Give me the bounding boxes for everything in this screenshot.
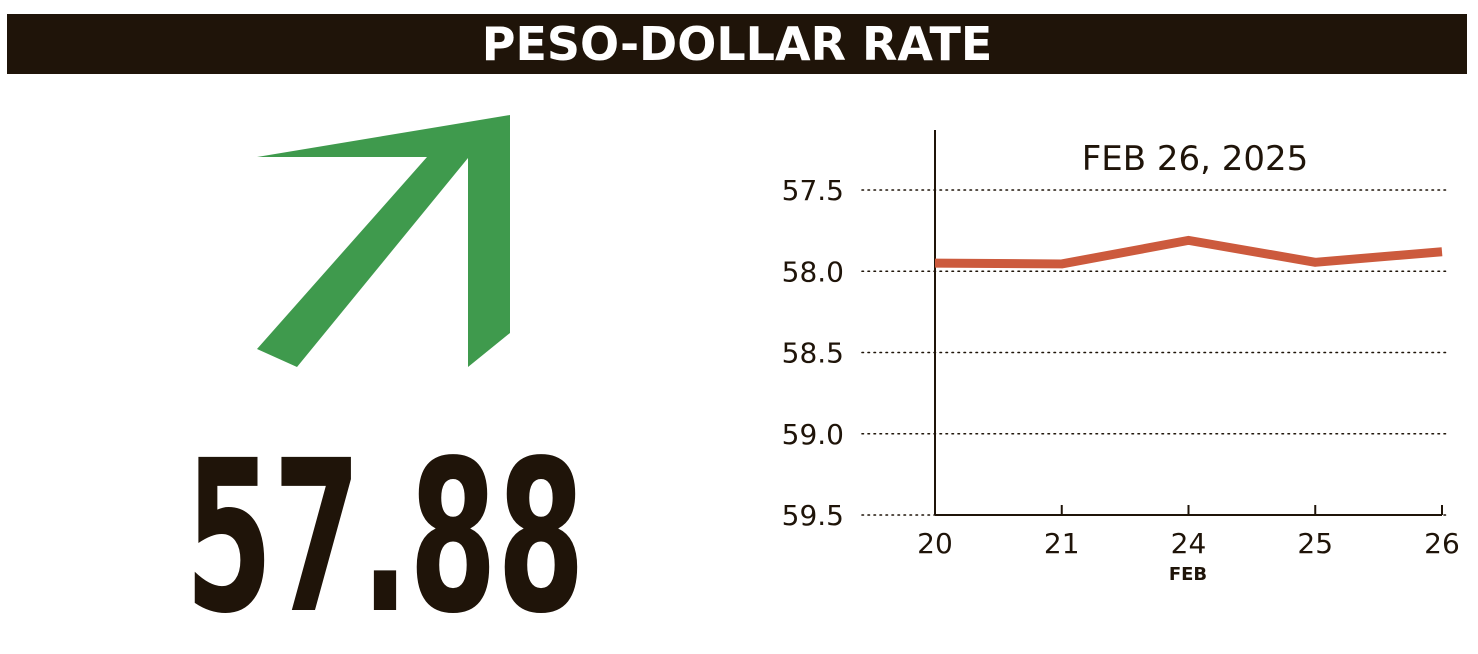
x-tick-label: 26 xyxy=(1424,527,1460,560)
x-tick-label: 20 xyxy=(917,527,953,560)
arrow-up-right-icon xyxy=(257,115,510,367)
axis-layer xyxy=(934,130,1443,516)
chart-title: FEB 26, 2025 xyxy=(1082,139,1309,179)
y-tick-label: 59.5 xyxy=(782,499,844,532)
page-title: PESO-DOLLAR RATE xyxy=(481,17,993,71)
grid-layer xyxy=(861,189,1448,516)
title-bar: PESO-DOLLAR RATE xyxy=(7,14,1467,74)
x-tick-label: 21 xyxy=(1044,527,1080,560)
label-layer: 57.5 58.0 58.5 59.0 59.5 20 21 24 25 26 xyxy=(782,174,1460,560)
series-line xyxy=(934,235,1443,269)
y-tick-label: 59.0 xyxy=(782,418,844,451)
y-tick-label: 57.5 xyxy=(782,174,844,207)
x-tick-label: 24 xyxy=(1171,527,1207,560)
x-tick-label: 25 xyxy=(1297,527,1333,560)
big-rate-value: 57.88 xyxy=(185,415,585,628)
big-rate-container: 57.88 xyxy=(185,415,585,628)
series-layer xyxy=(934,235,1443,269)
x-axis-label: FEB xyxy=(1169,564,1207,585)
y-tick-label: 58.5 xyxy=(782,337,844,370)
y-tick-label: 58.0 xyxy=(782,255,844,288)
